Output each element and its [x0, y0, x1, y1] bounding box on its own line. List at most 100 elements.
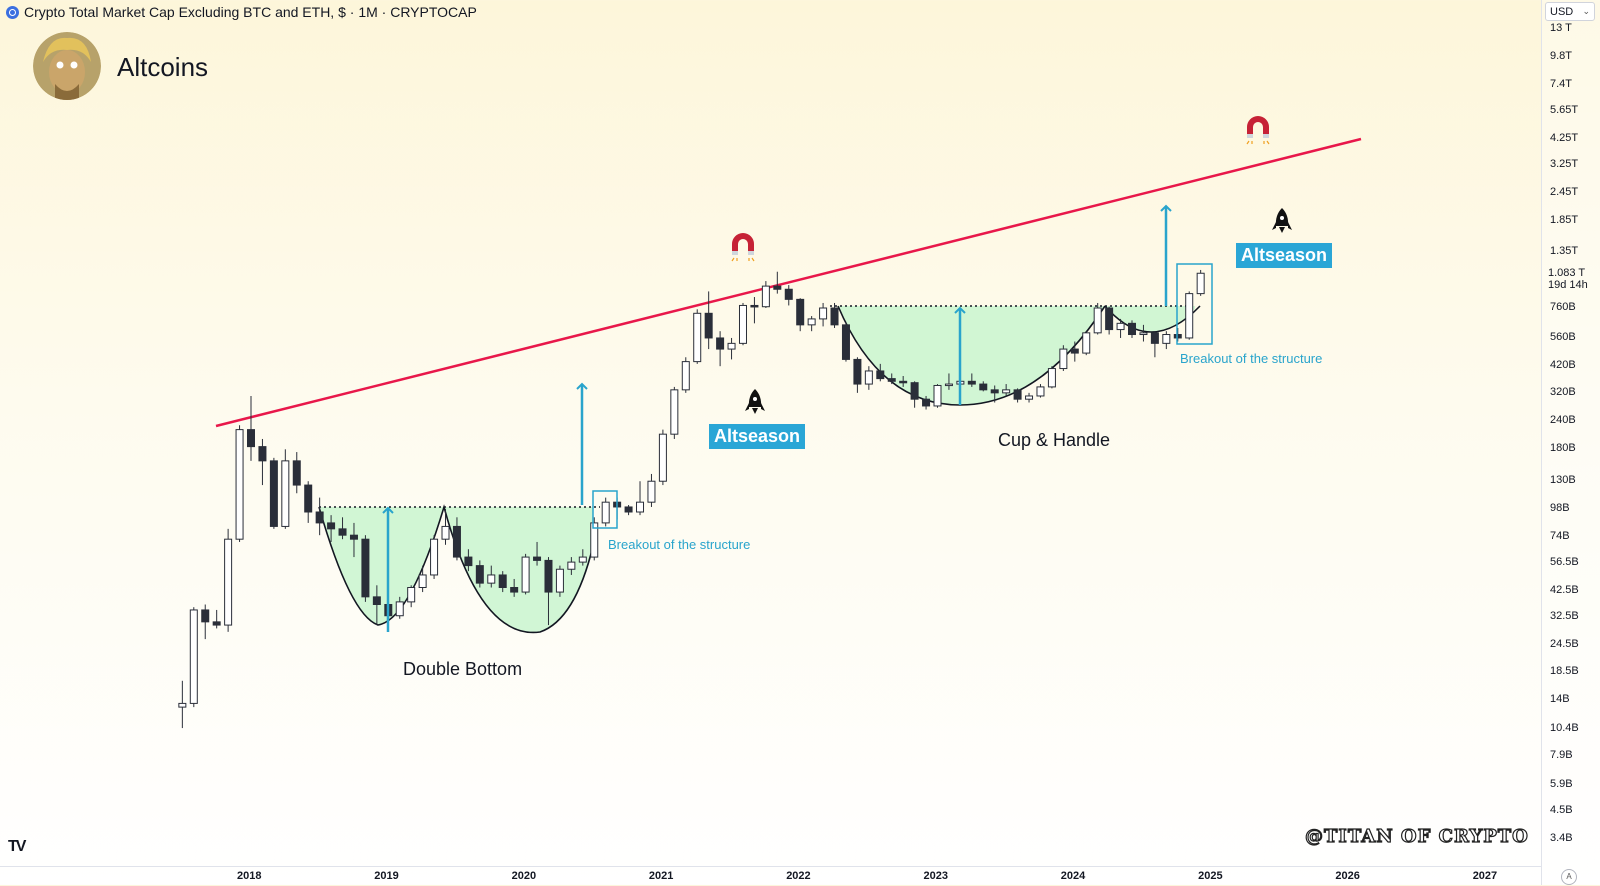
- candle: [361, 535, 370, 602]
- candle: [636, 481, 645, 516]
- chart-header: Crypto Total Market Cap Excluding BTC an…: [6, 2, 477, 22]
- candle: [1002, 384, 1011, 396]
- candle-body: [578, 556, 587, 563]
- candle: [247, 395, 255, 461]
- candle-body: [922, 398, 931, 407]
- candle-body: [395, 601, 404, 617]
- currency-selector[interactable]: USD ⌄: [1545, 2, 1595, 21]
- time-tick-label: 2020: [511, 870, 537, 882]
- price-tick-label: 2.45T: [1550, 186, 1579, 199]
- candle: [304, 481, 313, 523]
- currency-label: USD: [1550, 6, 1574, 18]
- candle-body: [521, 556, 530, 593]
- candle: [922, 395, 931, 410]
- candle: [567, 557, 576, 575]
- time-axis[interactable]: [0, 866, 1541, 886]
- candle-body: [1116, 322, 1125, 331]
- candle-body: [830, 307, 839, 326]
- candle: [590, 517, 599, 561]
- double-bottom-label: Double Bottom: [403, 659, 523, 679]
- candle-body: [487, 574, 496, 584]
- price-chart[interactable]: [0, 0, 1541, 866]
- magnet-icon: [731, 233, 755, 262]
- author-watermark: @TITAN OF CRYPTO: [1304, 825, 1529, 847]
- candle-body: [212, 621, 221, 626]
- candle-body: [1059, 348, 1068, 370]
- candle: [1047, 366, 1056, 389]
- rocket-icon: [745, 389, 765, 414]
- candle-body: [727, 342, 736, 350]
- candle-body: [693, 312, 702, 363]
- cup-handle-label: Cup & Handle: [998, 430, 1111, 450]
- candle-body: [464, 556, 473, 567]
- candle-body: [407, 587, 416, 603]
- price-tick-label: 240B: [1550, 414, 1576, 427]
- candle-body: [281, 460, 290, 527]
- symbol-icon: [6, 5, 19, 19]
- candle-body: [910, 382, 919, 400]
- time-tick-label: 2018: [237, 870, 262, 882]
- bar-countdown: 19d 14h: [1548, 279, 1588, 291]
- price-tick-label: 1.35T: [1550, 244, 1579, 257]
- altseason-badge-1: Altseason: [709, 424, 806, 449]
- candle: [979, 381, 988, 392]
- candle: [1173, 327, 1182, 342]
- candle: [258, 438, 267, 486]
- candle: [212, 609, 221, 629]
- price-axis[interactable]: [1541, 0, 1600, 885]
- price-tick-label: 3.25T: [1550, 158, 1579, 171]
- candle: [841, 321, 850, 362]
- price-tick-label: 74B: [1550, 529, 1570, 542]
- tradingview-logo-icon[interactable]: TV: [8, 838, 27, 855]
- candles: [178, 269, 1205, 729]
- time-tick-label: 2021: [648, 870, 674, 882]
- price-tick-label: 24.5B: [1550, 637, 1579, 650]
- candle-body: [1196, 272, 1205, 295]
- candle: [830, 302, 839, 328]
- candle: [796, 298, 805, 332]
- price-tick-label: 56.5B: [1550, 555, 1579, 568]
- candle: [224, 528, 233, 632]
- candle: [1139, 324, 1148, 342]
- candle-body: [876, 370, 885, 380]
- candle: [1013, 388, 1022, 403]
- avatar: [33, 32, 101, 100]
- candle: [750, 297, 759, 324]
- candle: [910, 381, 919, 408]
- candle-body: [1128, 322, 1137, 336]
- time-tick-label: 2022: [786, 870, 811, 882]
- auto-scale-button[interactable]: A: [1561, 869, 1577, 885]
- price-tick-label: 420B: [1550, 359, 1576, 372]
- candle-body: [1036, 386, 1045, 397]
- candle-body: [819, 307, 828, 320]
- candle: [269, 457, 278, 529]
- candle: [1116, 318, 1125, 338]
- price-tick-label: 130B: [1550, 474, 1576, 487]
- price-tick-label: 4.25T: [1550, 132, 1579, 145]
- candle: [1196, 269, 1205, 296]
- candle-body: [704, 312, 713, 339]
- candle-body: [269, 460, 278, 527]
- candle-body: [338, 528, 347, 536]
- candle: [738, 302, 747, 346]
- chart-title[interactable]: Crypto Total Market Cap Excluding BTC an…: [24, 4, 477, 20]
- candle: [807, 316, 816, 332]
- price-tick-label: 760B: [1550, 301, 1576, 313]
- candle: [315, 497, 324, 536]
- candle: [533, 541, 542, 566]
- candle-body: [304, 484, 313, 513]
- candle-body: [716, 337, 725, 350]
- candle-body: [372, 596, 381, 605]
- price-tick-label: 5.9B: [1550, 777, 1573, 790]
- price-tick-label: 7.4T: [1550, 77, 1573, 90]
- candle: [1185, 291, 1194, 340]
- candle: [235, 425, 244, 542]
- candle: [1150, 331, 1159, 358]
- candle: [1162, 331, 1171, 350]
- candle-body: [899, 380, 908, 384]
- candle: [670, 386, 679, 439]
- candle: [292, 452, 301, 494]
- time-tick-label: 2023: [923, 870, 948, 882]
- candle-body: [1002, 389, 1011, 394]
- candle-body: [1150, 332, 1159, 344]
